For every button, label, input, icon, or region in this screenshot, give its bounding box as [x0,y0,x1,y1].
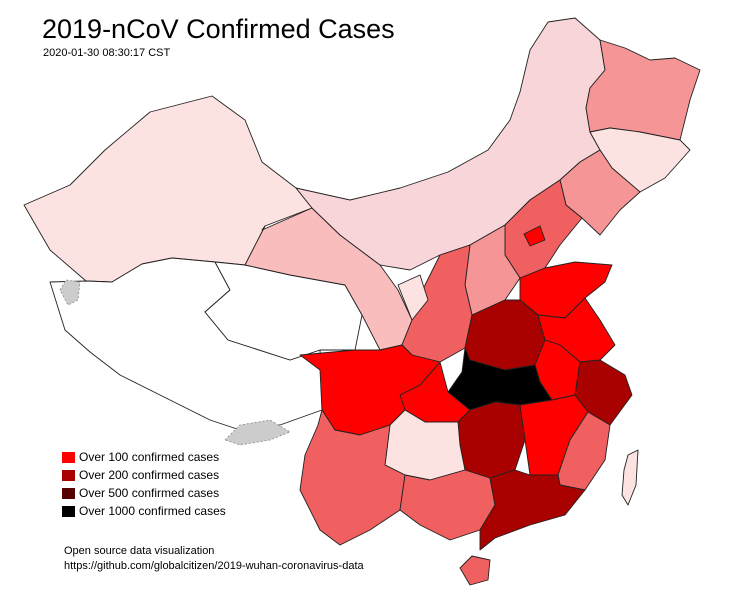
region-hunan[interactable] [457,401,526,479]
legend-item: Over 500 confirmed cases [62,484,226,502]
legend-item: Over 100 confirmed cases [62,448,226,466]
footer-text: Open source data visualization [64,545,215,557]
legend-item: Over 200 confirmed cases [62,466,226,484]
region-guangdong[interactable] [479,469,586,551]
region-ningxia[interactable] [397,274,429,321]
legend-label: Over 100 confirmed cases [79,450,220,464]
region-taiwan[interactable] [621,449,639,506]
region-beijing[interactable] [523,225,546,247]
disputed-area-west [59,279,81,306]
disputed-area-south [224,419,291,446]
footer-credits: Open source data visualization https://g… [64,544,364,574]
legend: Over 100 confirmed cases Over 200 confir… [62,448,226,520]
region-yunnan[interactable] [299,409,406,546]
legend-label: Over 200 confirmed cases [79,468,220,482]
legend-swatch [62,451,75,463]
footer-link[interactable]: https://github.com/globalcitizen/2019-wu… [64,560,364,572]
map-title: 2019-nCoV Confirmed Cases [42,14,395,44]
legend-swatch [62,469,75,481]
legend-label: Over 1000 confirmed cases [79,504,226,518]
legend-label: Over 500 confirmed cases [79,486,220,500]
map-timestamp: 2020-01-30 08:30:17 CST [43,47,171,59]
region-hainan[interactable] [459,555,491,586]
legend-swatch [62,487,75,499]
legend-swatch [62,505,75,517]
legend-item: Over 1000 confirmed cases [62,502,226,520]
region-heilongjiang[interactable] [585,39,701,141]
